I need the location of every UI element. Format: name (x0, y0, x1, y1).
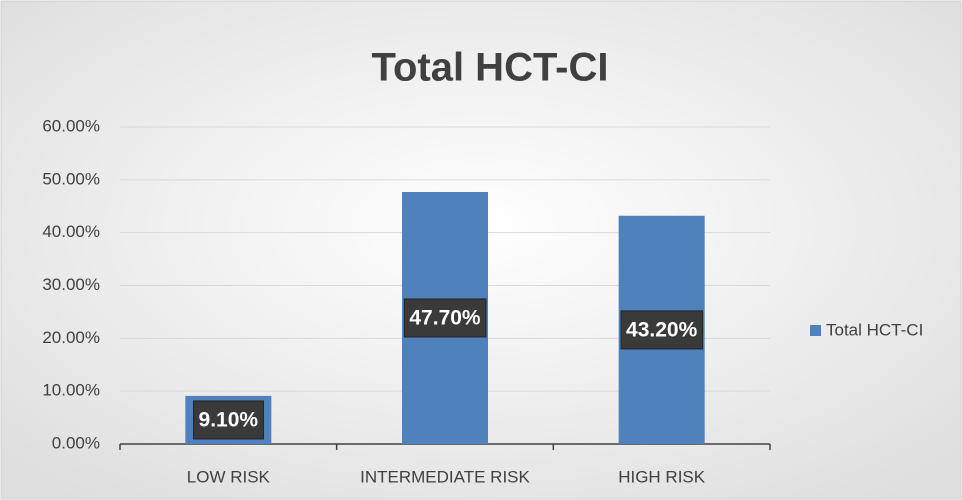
y-tick-label: 20.00% (42, 328, 100, 347)
data-label-box (403, 298, 487, 338)
chart-title: Total HCT-CI (371, 46, 608, 90)
data-label-box (193, 400, 264, 440)
x-tick-label: INTERMEDIATE RISK (360, 467, 530, 486)
data-label: 43.20% (626, 318, 698, 341)
data-label-box (620, 310, 704, 350)
y-tick-label: 30.00% (42, 275, 100, 294)
legend-swatch (810, 325, 821, 336)
x-tick-label: HIGH RISK (618, 467, 706, 486)
legend-label: Total HCT-CI (826, 320, 923, 339)
x-tick-label: LOW RISK (187, 467, 271, 486)
data-label: 9.10% (199, 409, 259, 432)
y-tick-label: 10.00% (42, 381, 100, 400)
y-tick-label: 50.00% (42, 169, 100, 188)
y-tick-label: 60.00% (42, 116, 100, 135)
y-tick-label: 0.00% (52, 433, 100, 452)
y-tick-label: 40.00% (42, 222, 100, 241)
data-label: 47.70% (409, 307, 481, 330)
